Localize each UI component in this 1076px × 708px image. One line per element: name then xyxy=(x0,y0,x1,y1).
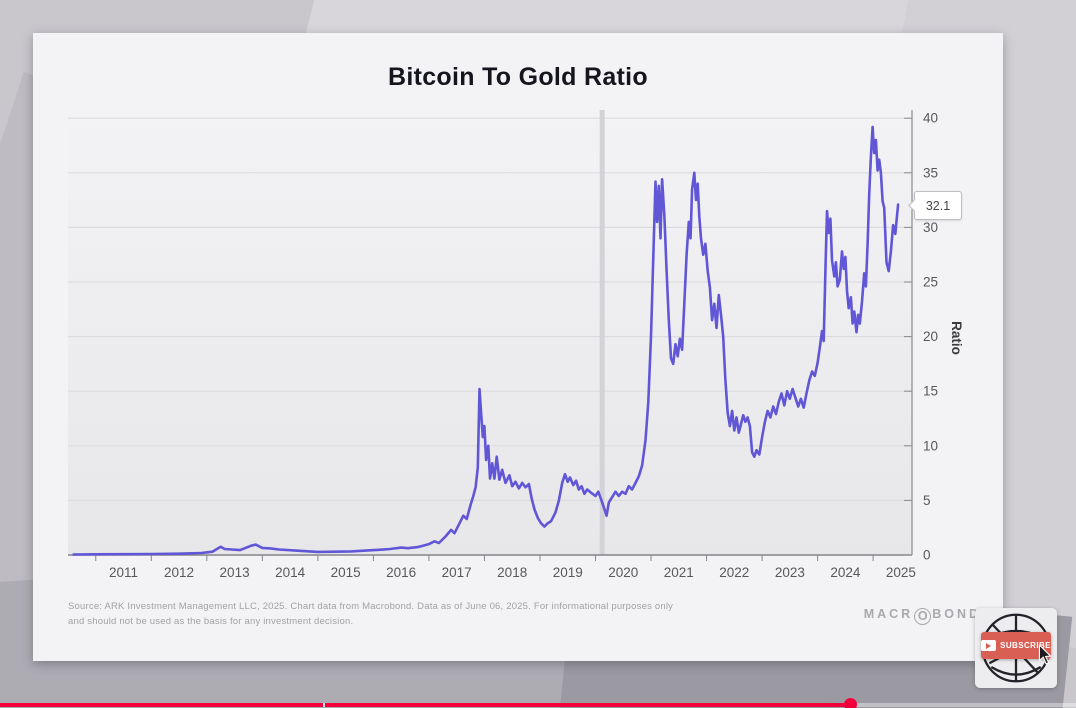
y-tick-label: 40 xyxy=(923,111,938,126)
x-tick-label: 2013 xyxy=(220,565,250,580)
brand-text: BOND xyxy=(932,607,981,621)
y-tick-label: 35 xyxy=(923,165,938,180)
y-tick-label: 5 xyxy=(923,493,931,508)
y-tick-label: 0 xyxy=(923,548,931,563)
y-axis-title: Ratio xyxy=(949,321,964,355)
subscribe-overlay: SUBSCRIBE xyxy=(975,608,1057,688)
x-tick-label: 2014 xyxy=(275,565,306,580)
x-tick-label: 2020 xyxy=(608,565,638,580)
macrobond-logo: MACR O BOND xyxy=(864,607,981,625)
y-tick-label: 15 xyxy=(923,384,938,399)
x-tick-label: 2024 xyxy=(830,565,861,580)
subscribe-label: SUBSCRIBE xyxy=(1000,641,1051,650)
y-tick-label: 10 xyxy=(923,438,938,453)
chart-card: Bitcoin To Gold Ratio 2011 2012 2013 2014 20… xyxy=(33,33,1003,661)
x-tick-label: 2022 xyxy=(719,565,749,580)
chart-title: Bitcoin To Gold Ratio xyxy=(388,63,648,91)
progress-scrubber[interactable] xyxy=(844,698,858,708)
x-tick-label: 2025 xyxy=(886,565,916,580)
source-line-1: Source: ARK Investment Management LLC, 2… xyxy=(68,601,674,612)
brand-text: MACR xyxy=(863,607,914,621)
progress-played xyxy=(0,703,851,707)
x-tick-label: 2015 xyxy=(331,565,361,580)
x-tick-label: 2023 xyxy=(775,565,805,580)
x-tick-label: 2011 xyxy=(109,565,138,580)
x-tick-label: 2016 xyxy=(386,565,416,580)
x-tick-label: 2017 xyxy=(442,565,472,580)
chart-plot: 2011 2012 2013 2014 2015 2016 2017 2018 2019 2020… xyxy=(68,110,964,580)
y-tick-label: 25 xyxy=(923,274,938,289)
video-progress-bar[interactable] xyxy=(0,698,1076,708)
last-value-callout: 32.1 xyxy=(908,191,962,220)
x-tick-label: 2019 xyxy=(553,565,583,580)
youtube-play-icon xyxy=(981,640,997,651)
callout-value: 32.1 xyxy=(925,198,951,213)
source-note: Source: ARK Investment Management LLC, 2… xyxy=(68,600,848,629)
source-line-2: and should not be used as the basis for … xyxy=(68,615,354,627)
brand-o-ring: O xyxy=(914,608,932,625)
x-tick-label: 2012 xyxy=(164,565,194,580)
y-tick-label: 20 xyxy=(923,329,938,344)
plot-background xyxy=(68,110,912,555)
x-tick-label: 2018 xyxy=(497,565,527,580)
x-tick-label: 2021 xyxy=(664,565,694,580)
chapter-marker xyxy=(322,703,325,707)
y-tick-label: 30 xyxy=(923,220,938,235)
mouse-cursor-icon xyxy=(1038,645,1052,665)
data-line xyxy=(72,125,900,556)
